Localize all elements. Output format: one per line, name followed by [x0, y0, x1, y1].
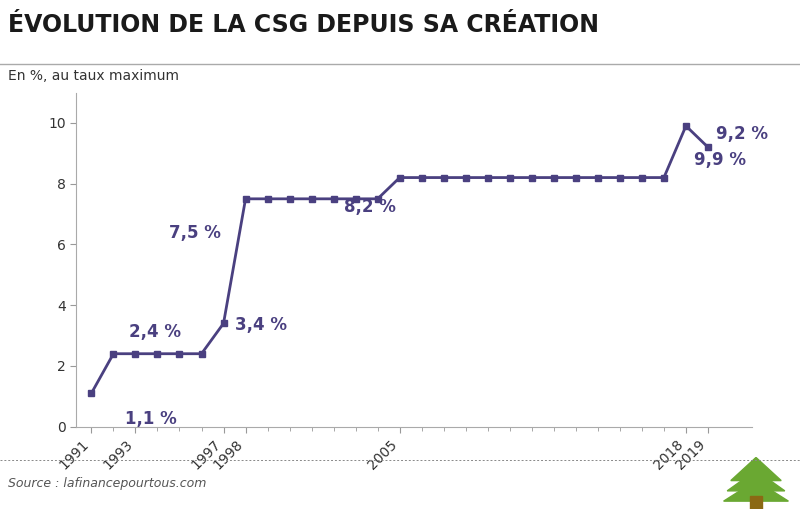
Text: Source : lafinancepourtous.com: Source : lafinancepourtous.com [8, 477, 206, 490]
Polygon shape [727, 470, 785, 491]
Text: En %, au taux maximum: En %, au taux maximum [8, 69, 179, 83]
Text: 9,2 %: 9,2 % [716, 125, 768, 143]
Text: 3,4 %: 3,4 % [234, 316, 286, 334]
Text: 2,4 %: 2,4 % [129, 323, 181, 341]
Polygon shape [731, 457, 781, 481]
Polygon shape [724, 481, 789, 501]
Text: 1,1 %: 1,1 % [125, 410, 176, 428]
Text: 7,5 %: 7,5 % [169, 224, 221, 242]
Text: 9,9 %: 9,9 % [694, 151, 746, 169]
Text: 8,2 %: 8,2 % [344, 198, 396, 216]
Bar [750, 496, 762, 509]
Text: ÉVOLUTION DE LA CSG DEPUIS SA CRÉATION: ÉVOLUTION DE LA CSG DEPUIS SA CRÉATION [8, 13, 599, 37]
